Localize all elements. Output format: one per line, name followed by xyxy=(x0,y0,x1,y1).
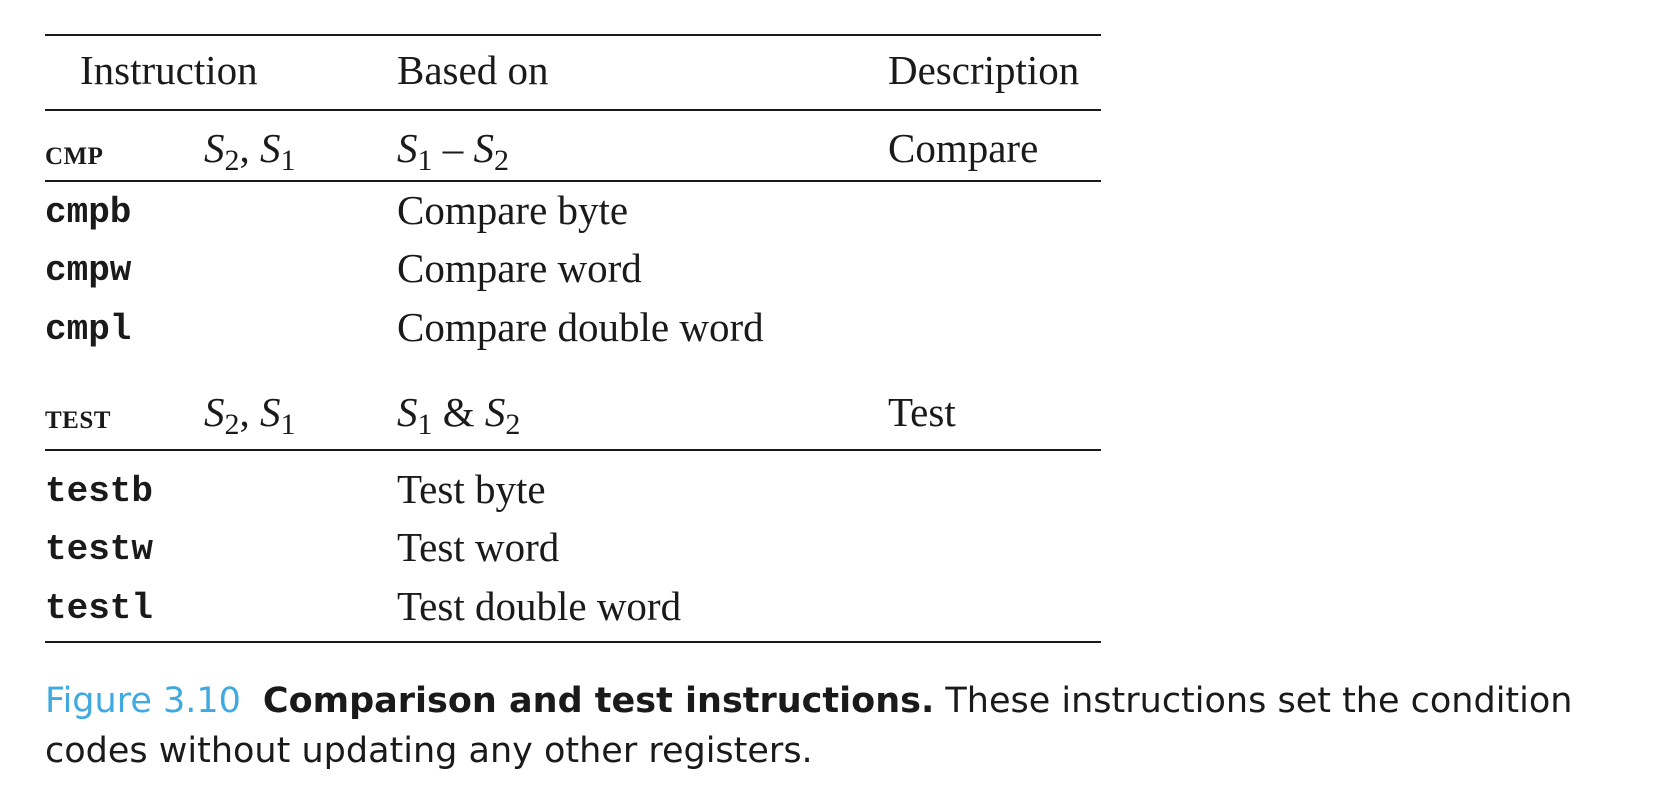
table-row-code: testb xyxy=(45,471,154,512)
table-row-code: testw xyxy=(45,529,154,570)
group-operands-cmp: S2, S1 xyxy=(204,125,296,177)
table-row-code: cmpl xyxy=(45,309,132,350)
group-based-on-test: S1 & S2 xyxy=(397,389,521,441)
table-bottom-rule xyxy=(45,641,1101,643)
group-description-test: Test xyxy=(888,389,956,435)
header-based-on: Based on xyxy=(397,47,549,93)
group-operands-test: S2, S1 xyxy=(204,389,296,441)
table-row-based-on: Compare word xyxy=(397,245,642,291)
group-mnemonic-cmp: CMP xyxy=(45,132,104,172)
group-rule-test xyxy=(45,449,1101,451)
header-rule xyxy=(45,109,1101,111)
table-row-based-on: Test word xyxy=(397,524,560,570)
figure-caption: Figure 3.10 Comparison and test instructi… xyxy=(45,676,1625,776)
table-row-based-on: Test byte xyxy=(397,466,546,512)
table-row-based-on: Test double word xyxy=(397,583,682,629)
group-mnemonic-test: TEST xyxy=(45,396,111,436)
figure-caption-text: These instructions set the condition cod… xyxy=(45,681,1573,771)
figure-label: Figure 3.10 xyxy=(45,681,241,721)
header-instruction: Instruction xyxy=(80,47,258,93)
group-description-cmp: Compare xyxy=(888,125,1039,171)
table-row-code: testl xyxy=(45,588,154,629)
header-description: Description xyxy=(888,47,1080,93)
group-based-on-cmp: S1 – S2 xyxy=(397,125,509,177)
figure-title: Comparison and test instructions. xyxy=(262,681,935,721)
table-row-based-on: Compare byte xyxy=(397,187,629,233)
table-row-code: cmpb xyxy=(45,192,132,233)
table-row-code: cmpw xyxy=(45,250,132,291)
table-row-based-on: Compare double word xyxy=(397,304,764,350)
group-rule-cmp xyxy=(45,180,1101,182)
table-top-rule xyxy=(45,34,1101,36)
